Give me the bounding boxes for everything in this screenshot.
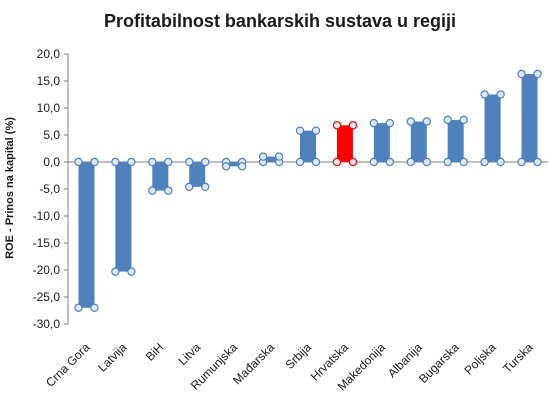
y-axis-label: ROE - Prinos na kapital (%) bbox=[4, 117, 16, 259]
bar-marker bbox=[111, 267, 120, 276]
bar-marker bbox=[517, 69, 526, 79]
bar-makedonija bbox=[373, 123, 390, 162]
x-tick-label: Turska bbox=[500, 340, 536, 376]
x-tick-label: Latvija bbox=[95, 340, 130, 375]
bar-turska bbox=[521, 73, 538, 162]
bar-marker bbox=[496, 157, 505, 167]
bar-marker bbox=[237, 162, 247, 171]
bar-marker bbox=[332, 157, 342, 167]
bar-marker bbox=[185, 182, 194, 192]
y-tick-label: -30,0 bbox=[33, 317, 61, 331]
x-tick-label: Srbija bbox=[283, 340, 315, 372]
bar-bugarska bbox=[447, 119, 464, 162]
y-tick-label: 5,0 bbox=[43, 128, 60, 142]
bar-marker bbox=[311, 126, 321, 135]
bar-marker bbox=[148, 157, 157, 167]
bar-marker bbox=[443, 115, 452, 125]
bar-marker bbox=[127, 267, 136, 276]
bar-marker bbox=[274, 152, 284, 161]
y-tick-label: -5,0 bbox=[39, 182, 60, 196]
bar-rumunjska bbox=[226, 162, 243, 167]
y-tick-label: -25,0 bbox=[33, 290, 61, 304]
x-tick-label: Bugarska bbox=[416, 340, 462, 386]
bar-marker bbox=[311, 157, 321, 167]
y-tick-label: -10,0 bbox=[33, 209, 61, 223]
bar-marker bbox=[201, 182, 210, 192]
bar-marker bbox=[406, 157, 415, 167]
bar-marker bbox=[369, 157, 379, 167]
bar-marker bbox=[90, 157, 99, 167]
y-axis: 20,0 15,0 10,0 5,0 0,0 -5,0 -10,0 -15,0 -20,0 -25… bbox=[33, 47, 548, 331]
bar-marker bbox=[517, 157, 526, 167]
x-tick-label: Poljska bbox=[461, 340, 498, 377]
bar-marker bbox=[258, 152, 268, 161]
bar-marker bbox=[459, 157, 468, 167]
bar-marker bbox=[332, 121, 342, 130]
bar-marker bbox=[406, 117, 415, 126]
bar-poljska bbox=[484, 94, 501, 162]
bar-hrvatska bbox=[336, 125, 353, 162]
x-axis-labels: Crna Gora Latvija BiH LitvaRumunjskaMađarsk… bbox=[43, 340, 536, 394]
bar-marker bbox=[459, 115, 468, 125]
y-tick-label: -20,0 bbox=[33, 263, 61, 277]
bar-marker bbox=[111, 157, 120, 167]
bar-marker bbox=[422, 117, 431, 126]
bar-marker bbox=[533, 157, 542, 167]
bar-bih bbox=[152, 162, 169, 191]
x-tick-label: Litva bbox=[176, 340, 204, 368]
bar-marker bbox=[164, 186, 173, 195]
bar-marker bbox=[348, 121, 358, 130]
bar-marker bbox=[385, 157, 395, 167]
bar-marker bbox=[480, 157, 489, 167]
chart-title: Profitabilnost bankarskih sustava u regi… bbox=[104, 11, 456, 31]
x-tick-label: Crna Gora bbox=[43, 340, 93, 390]
bar-marker bbox=[369, 118, 379, 128]
bar-marker bbox=[127, 157, 136, 167]
bar-marker bbox=[185, 157, 194, 167]
bar-marker bbox=[221, 162, 231, 171]
bar-latvija bbox=[115, 162, 132, 272]
x-tick-label: BiH bbox=[143, 340, 167, 364]
bar-marker bbox=[201, 157, 210, 167]
bar-marker bbox=[385, 118, 395, 128]
bar-marker bbox=[443, 157, 452, 167]
bar-marker bbox=[533, 69, 542, 79]
y-tick-label: -15,0 bbox=[33, 236, 61, 250]
bar-marker bbox=[74, 157, 83, 167]
bar-marker bbox=[295, 126, 305, 135]
bar-marker bbox=[348, 157, 358, 167]
bar-litva bbox=[189, 162, 206, 187]
bar-mađarska bbox=[263, 156, 280, 162]
bar-srbija bbox=[300, 130, 316, 162]
bar-marker bbox=[90, 303, 99, 312]
y-tick-label: 0,0 bbox=[43, 155, 60, 169]
bars bbox=[74, 69, 542, 312]
y-tick-label: 20,0 bbox=[37, 47, 61, 61]
bar-marker bbox=[496, 90, 505, 99]
bar-marker bbox=[480, 90, 489, 99]
bar-marker bbox=[164, 157, 173, 167]
bar-marker bbox=[148, 186, 157, 195]
y-tick-label: 10,0 bbox=[37, 101, 61, 115]
bar-marker bbox=[422, 157, 431, 167]
bar-crna-gora bbox=[78, 162, 95, 308]
bar-albanija bbox=[410, 121, 427, 162]
bar-marker bbox=[295, 157, 305, 167]
bar-marker bbox=[74, 303, 83, 312]
y-tick-label: 15,0 bbox=[37, 74, 61, 88]
